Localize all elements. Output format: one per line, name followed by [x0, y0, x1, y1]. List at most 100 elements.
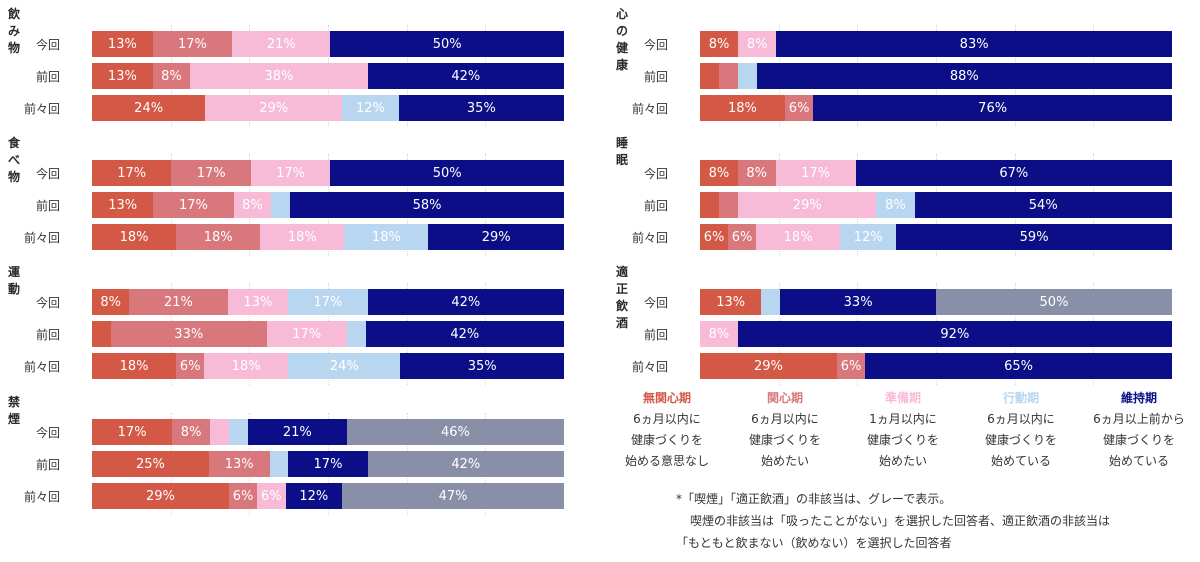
legend-item: 関心期 6ヵ月以内に 健康づくりを 始めたい [726, 388, 844, 472]
data-label: 29% [753, 358, 783, 374]
data-label: 29% [792, 197, 822, 213]
stacked-bar: 24% 29% 12% 35% [92, 95, 564, 121]
data-label: 76% [978, 100, 1008, 116]
bar-segment [700, 63, 719, 89]
bar-segment: 8% [700, 31, 739, 57]
data-label: 88% [949, 68, 979, 84]
legend-description: 健康づくりを [1102, 433, 1175, 447]
data-label: 8% [885, 197, 906, 213]
bar-segment: 29% [700, 353, 837, 379]
legend-name: 無関心期 [642, 391, 691, 405]
bar-segment: 21% [232, 31, 331, 57]
data-label: 17% [179, 197, 208, 213]
bar-segment: 17% [92, 160, 172, 186]
bar-segment: 24% [288, 353, 401, 379]
chart-title: 適正飲酒 [616, 265, 629, 330]
bar-segment: 42% [367, 451, 564, 477]
data-label: 12% [853, 229, 883, 245]
bar-segment: 13% [92, 192, 154, 218]
data-label: 42% [451, 68, 481, 84]
data-label: 25% [135, 456, 165, 472]
bar-segment: 38% [190, 63, 368, 89]
bar-segment: 13% [227, 289, 289, 315]
bar-segment: 8% [700, 321, 738, 347]
data-label: 13% [107, 36, 137, 52]
data-label: 33% [843, 294, 873, 310]
chart-title: 食べ物 [8, 136, 21, 184]
legend-description: 健康づくりを [984, 433, 1057, 447]
data-label: 29% [481, 229, 511, 245]
stacked-bar: 13% 17% 21% 50% [92, 31, 564, 57]
category-label: 今回 [35, 426, 60, 440]
legend-description: 6ヵ月以上前から [1093, 412, 1185, 426]
category-label: 前回 [35, 328, 60, 342]
data-label: 18% [371, 229, 401, 245]
data-label: 13% [224, 456, 254, 472]
bar-segment: 13% [92, 63, 153, 89]
category-label: 前々回 [23, 231, 60, 245]
data-label: 18% [231, 358, 261, 374]
category-label: 前回 [35, 70, 60, 84]
stacked-bar: 33% 17% 42% [92, 321, 564, 347]
data-label: 8% [100, 294, 121, 310]
data-label: 17% [117, 424, 147, 440]
stacked-bar: 6% 6% 18% 12% 59% [700, 224, 1172, 250]
legend-name: 維持期 [1120, 391, 1157, 405]
data-label: 29% [145, 488, 175, 504]
category-label: 前回 [35, 199, 60, 213]
bar-segment: 17% [775, 160, 856, 186]
bar-segment: 8% [92, 289, 130, 315]
bar-segment: 65% [865, 353, 1172, 379]
data-label: 17% [196, 165, 226, 181]
stacked-bar: 18% 18% 18% 18% 29% [92, 224, 564, 250]
stacked-bar: 29% 6% 6% 12% 47% [92, 483, 564, 509]
bar-segment: 18% [700, 95, 785, 121]
bar-segment: 18% [176, 224, 261, 250]
bar-segment: 18% [92, 224, 177, 250]
bar-segment: 25% [92, 451, 209, 477]
data-label: 6% [232, 488, 254, 504]
data-label: 18% [119, 229, 149, 245]
data-label: 17% [178, 36, 207, 52]
bar-segment: 54% [914, 192, 1172, 218]
category-label: 前々回 [23, 360, 60, 374]
data-label: 47% [438, 488, 468, 504]
data-label: 8% [180, 424, 202, 440]
bar-segment: 50% [330, 31, 564, 57]
bar-segment: 21% [129, 289, 228, 315]
bar-segment: 18% [344, 224, 429, 250]
data-label: 46% [440, 424, 470, 440]
stacked-bar: 8% 8% 83% [700, 31, 1172, 57]
data-label: 13% [107, 68, 137, 84]
data-label: 13% [243, 294, 273, 310]
legend-description: 健康づくりを [748, 433, 821, 447]
chart-title: 飲み物 [8, 7, 21, 55]
footnote-line-1: *「喫煙」「適正飲酒」の非該当は、グレーで表示。 [676, 492, 952, 506]
data-label: 8% [708, 36, 730, 52]
footnote: *「喫煙」「適正飲酒」の非該当は、グレーで表示。 喫煙の非該当は「吸ったことがな… [676, 488, 1110, 554]
data-label: 65% [1004, 358, 1034, 374]
data-label: 6% [731, 229, 753, 245]
bar-segment: 17% [288, 289, 368, 315]
bar-segment [718, 63, 738, 89]
bar-segment [346, 321, 366, 347]
bar-segment: 18% [204, 353, 289, 379]
legend-description: 6ヵ月以内に [987, 412, 1055, 426]
bar-segment: 8% [876, 192, 915, 218]
bar-segment: 46% [346, 419, 564, 445]
bar-segment: 13% [700, 289, 762, 315]
data-label: 18% [783, 229, 813, 245]
bar-segment: 17% [171, 160, 251, 186]
stacked-bar: 29% 6% 65% [700, 353, 1172, 379]
bar-segment: 13% [208, 451, 270, 477]
data-label: 6% [703, 229, 725, 245]
bar-segment [92, 321, 111, 347]
legend-name: 関心期 [766, 391, 803, 405]
bar-segment: 18% [92, 353, 177, 379]
chart-title: 睡眠 [616, 136, 629, 167]
bar-segment: 17% [250, 160, 331, 186]
data-label: 6% [179, 358, 201, 374]
legend-description: 始めている [1108, 454, 1169, 468]
bar-segment: 6% [176, 353, 205, 379]
bar-segment: 47% [342, 483, 564, 509]
